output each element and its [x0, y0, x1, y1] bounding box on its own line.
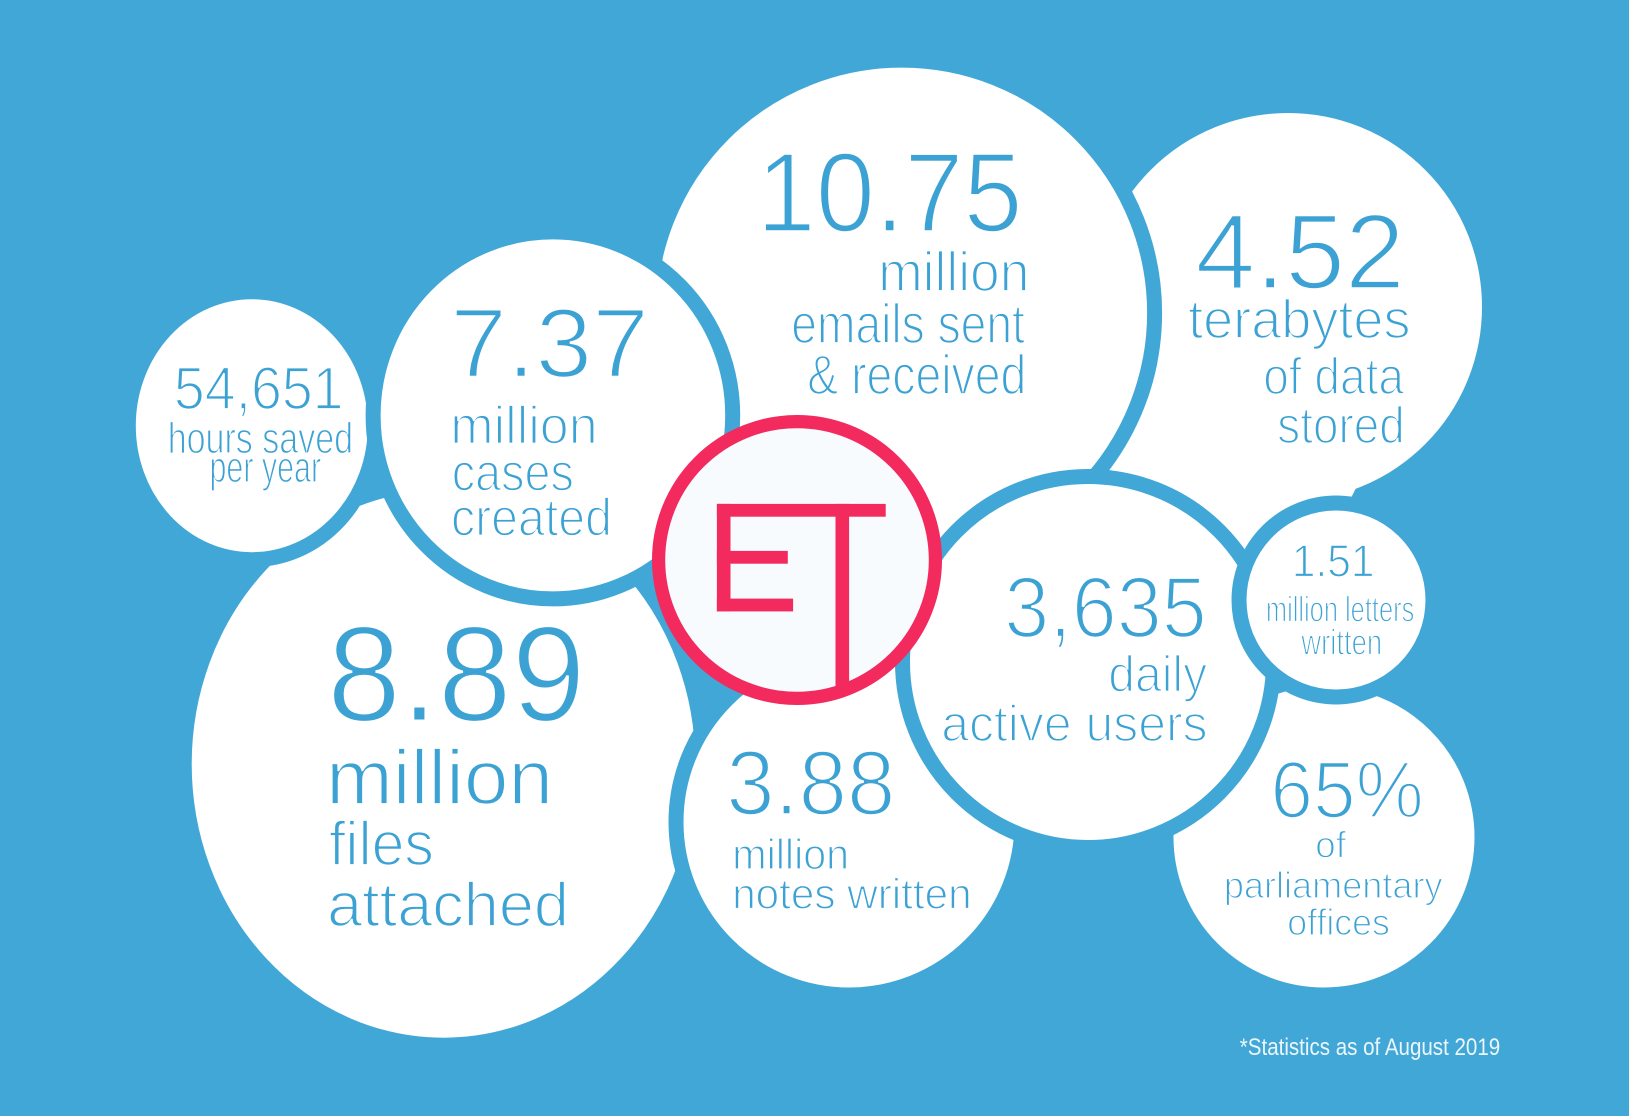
svg-text:attached: attached [327, 871, 569, 940]
svg-text:terabytes: terabytes [1188, 288, 1410, 350]
svg-text:files: files [329, 810, 434, 879]
svg-text:parliamentary: parliamentary [1224, 865, 1443, 906]
svg-text:7.37: 7.37 [450, 288, 649, 398]
svg-text:per year: per year [210, 443, 322, 492]
svg-text:created: created [451, 489, 612, 548]
svg-text:million: million [450, 397, 597, 456]
svg-text:million: million [878, 240, 1029, 303]
svg-text:emails sent: emails sent [791, 292, 1025, 355]
svg-text:10.75: 10.75 [757, 130, 1023, 256]
svg-text:65%: 65% [1270, 745, 1423, 835]
svg-text:million letters: million letters [1266, 589, 1414, 630]
svg-text:offices: offices [1287, 902, 1390, 943]
svg-text:3,635: 3,635 [1004, 560, 1207, 656]
svg-text:of: of [1315, 825, 1346, 866]
svg-text:3.88: 3.88 [726, 733, 895, 835]
svg-text:8.89: 8.89 [327, 598, 585, 750]
svg-text:active users: active users [941, 695, 1207, 752]
svg-text:million: million [732, 831, 849, 879]
svg-text:hours saved: hours saved [168, 414, 353, 463]
svg-text:notes written: notes written [732, 871, 971, 919]
svg-text:1.51: 1.51 [1292, 536, 1375, 587]
svg-text:& received: & received [807, 343, 1026, 406]
svg-text:of data: of data [1263, 348, 1404, 406]
svg-text:daily: daily [1108, 646, 1207, 703]
svg-text:54,651: 54,651 [174, 355, 344, 422]
svg-text:million: million [326, 735, 553, 821]
svg-text:cases: cases [452, 443, 574, 502]
svg-text:stored: stored [1277, 397, 1404, 455]
svg-text:4.52: 4.52 [1195, 192, 1405, 312]
svg-text:written: written [1300, 621, 1382, 662]
svg-text:*Statistics as of August 2019: *Statistics as of August 2019 [1240, 1034, 1500, 1061]
